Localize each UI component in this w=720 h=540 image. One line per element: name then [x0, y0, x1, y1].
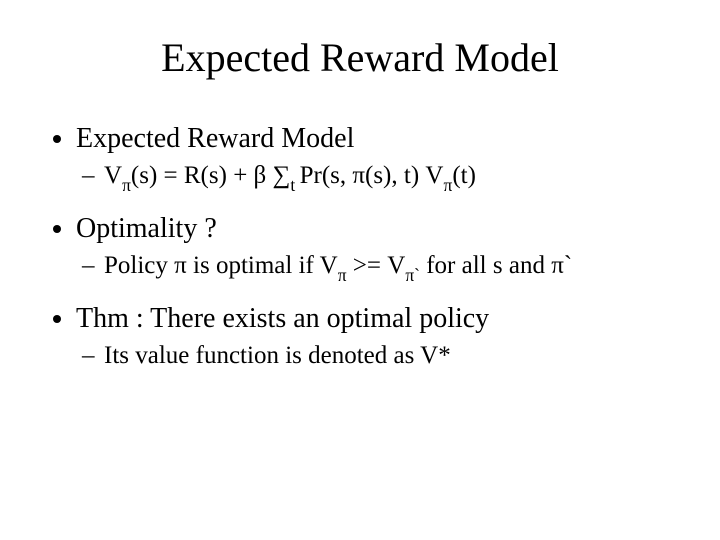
bullet-3-sublist: Its value function is denoted as V* — [76, 340, 680, 373]
bullet-1-text: Expected Reward Model — [76, 123, 354, 154]
bullet-3-text: Thm : There exists an optimal policy — [76, 303, 489, 334]
bullet-1-sub: Vπ(s) = R(s) + β ∑t Pr(s, π(s), t) Vπ(t) — [104, 160, 680, 195]
bullet-list: Expected Reward Model Vπ(s) = R(s) + β ∑… — [40, 121, 680, 372]
bullet-1-sublist: Vπ(s) = R(s) + β ∑t Pr(s, π(s), t) Vπ(t) — [76, 160, 680, 195]
bullet-2-sublist: Policy π is optimal if Vπ >= Vπ` for all… — [76, 250, 680, 285]
bullet-2: Optimality ? Policy π is optimal if Vπ >… — [76, 211, 680, 285]
bullet-3: Thm : There exists an optimal policy Its… — [76, 301, 680, 373]
slide: Expected Reward Model Expected Reward Mo… — [0, 0, 720, 540]
bullet-3-sub: Its value function is denoted as V* — [104, 340, 680, 373]
bullet-2-text: Optimality ? — [76, 213, 217, 244]
bullet-2-sub: Policy π is optimal if Vπ >= Vπ` for all… — [104, 250, 680, 285]
bullet-1: Expected Reward Model Vπ(s) = R(s) + β ∑… — [76, 121, 680, 195]
bullet-3-sub-text: Its value function is denoted as V* — [104, 342, 451, 369]
slide-title: Expected Reward Model — [40, 34, 680, 81]
